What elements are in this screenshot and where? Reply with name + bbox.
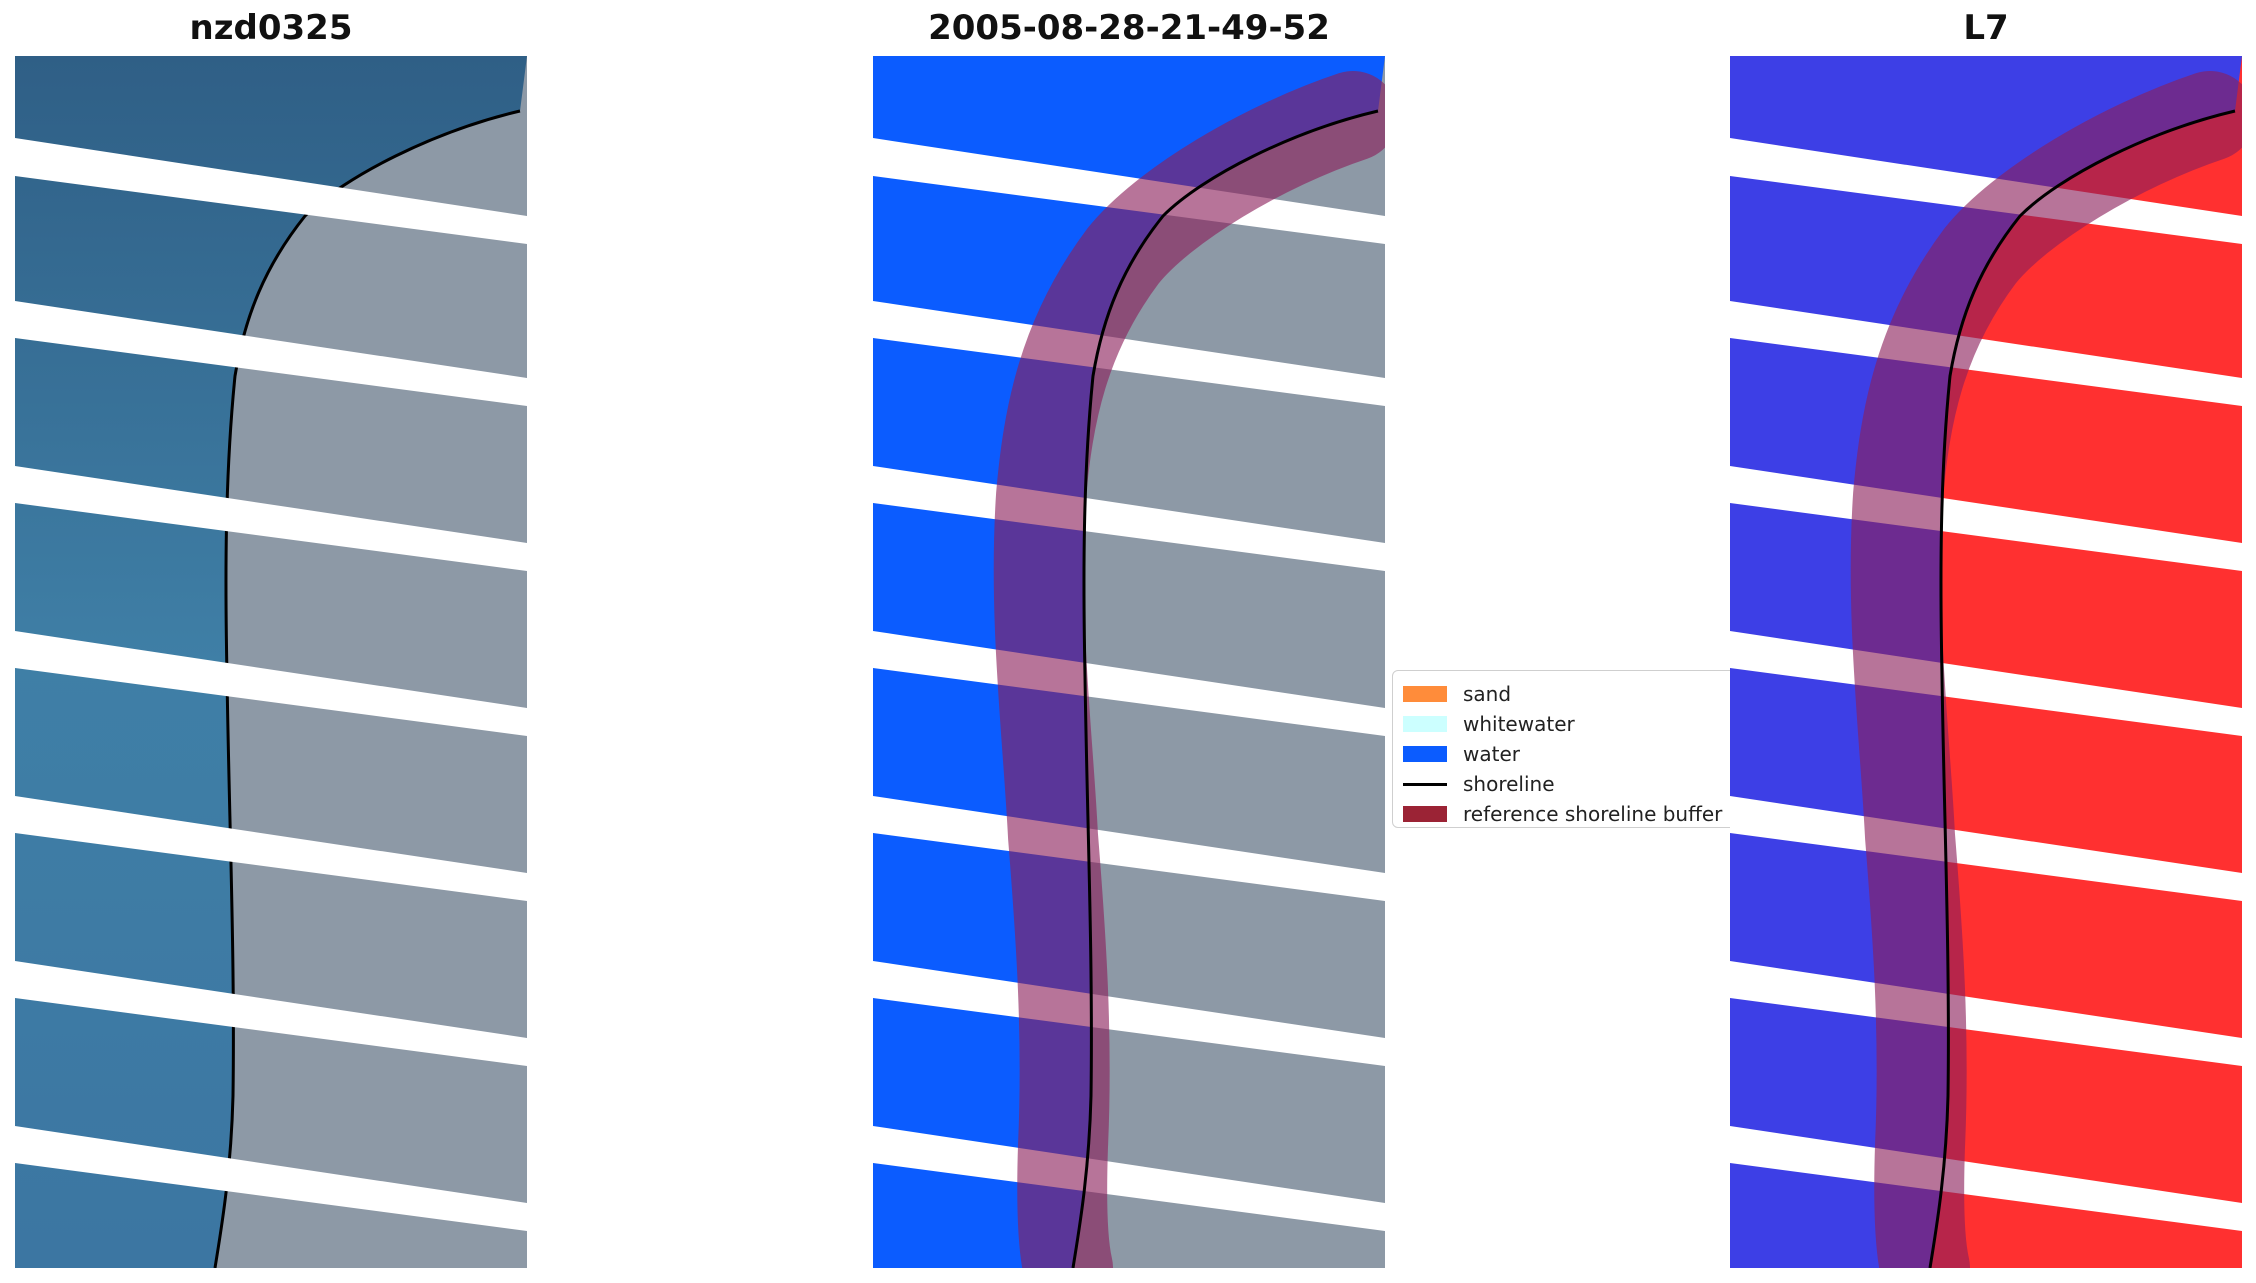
classified-image: [873, 56, 1385, 1268]
reference-shoreline-buffer: [1850, 71, 2242, 1268]
panel-title-index: L7: [1963, 8, 2009, 48]
legend-item-shoreline: shoreline: [1403, 769, 1727, 799]
index-image-panel: [1730, 56, 2242, 1268]
legend-item-buffer: reference shoreline buffer: [1403, 799, 1727, 829]
legend-item-whitewater: whitewater: [1403, 709, 1727, 739]
shoreline-swatch: [1403, 782, 1447, 786]
buffer-swatch: [1403, 806, 1447, 822]
whitewater-swatch: [1403, 716, 1447, 732]
panel-title-rgb: nzd0325: [189, 8, 353, 48]
legend: sand whitewater water shoreline referenc…: [1392, 670, 1738, 828]
shoreline: [1071, 109, 1379, 1268]
reference-shoreline-buffer: [993, 71, 1385, 1268]
sand-swatch: [1403, 686, 1447, 702]
legend-item-sand: sand: [1403, 679, 1727, 709]
rgb-image-panel: [15, 56, 527, 1268]
shoreline: [1928, 109, 2236, 1268]
index-image: [1730, 56, 2242, 1268]
water-swatch: [1403, 746, 1447, 762]
panel-title-classified: 2005-08-28-21-49-52: [928, 8, 1330, 48]
rgb-image: [15, 56, 527, 1268]
classified-image-panel: [873, 56, 1385, 1268]
legend-item-water: water: [1403, 739, 1727, 769]
